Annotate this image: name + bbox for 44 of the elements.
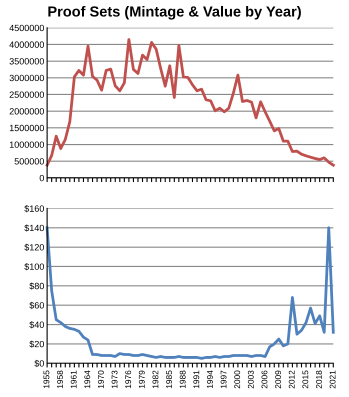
y-tick-label: 1000000 (10, 141, 44, 148)
x-tick-label: 2006 (261, 370, 268, 388)
x-tick-label: 1958 (57, 370, 63, 388)
x-tick-label: 1961 (70, 370, 77, 388)
x-tick-label: 1973 (112, 370, 118, 388)
x-tick-label: 1976 (125, 370, 132, 388)
x-tick-label: 2009 (275, 370, 282, 388)
y-tick-label: 0 (40, 174, 44, 182)
y-tick-label: 2500000 (10, 91, 44, 98)
x-tick-label: 1964 (84, 370, 90, 388)
y-tick-label: 4500000 (9, 24, 44, 32)
x-tick-label: 1994 (206, 370, 213, 388)
line-series (46, 226, 335, 360)
x-tick-label: 1955 (43, 370, 50, 388)
x-tick-label: 2015 (302, 370, 308, 388)
y-tick-label: 2000000 (10, 108, 44, 115)
x-tick-label: 2018 (316, 370, 322, 388)
x-tick-label: 2000 (234, 370, 240, 388)
y-tick-label: 500000 (14, 158, 44, 165)
y-tick-label: 4000000 (9, 41, 44, 48)
y-tick-label: $140 (24, 224, 44, 232)
x-tick-label: 2012 (288, 370, 295, 388)
y-tick-label: $160 (24, 205, 44, 212)
y-tick-label: $80 (29, 282, 44, 290)
y-tick-label: 1500000 (10, 124, 44, 132)
y-tick-label: $100 (24, 263, 44, 270)
chart-title: Proof Sets (Mintage & Value by Year) (48, 6, 301, 20)
y-tick-label: $0 (34, 360, 44, 368)
y-tick-label: $40 (29, 321, 44, 328)
y-tick-label: $20 (29, 340, 44, 348)
x-tick-label: 1988 (180, 370, 186, 388)
x-tick-label: 1979 (138, 370, 145, 388)
x-tick-label: 1991 (193, 370, 200, 388)
x-tick-label: 2021 (330, 370, 336, 388)
x-tick-label: 2003 (248, 370, 254, 388)
line-series (46, 38, 335, 167)
y-tick-label: $60 (29, 302, 44, 310)
y-tick-label: 3500000 (10, 58, 44, 64)
x-tick-label: 1985 (166, 370, 172, 388)
x-tick-label: 1982 (152, 370, 158, 388)
y-tick-label: $120 (24, 244, 44, 252)
x-tick-label: 1970 (98, 370, 104, 388)
x-tick-label: 1997 (220, 370, 227, 388)
y-tick-label: 3000000 (10, 74, 44, 82)
